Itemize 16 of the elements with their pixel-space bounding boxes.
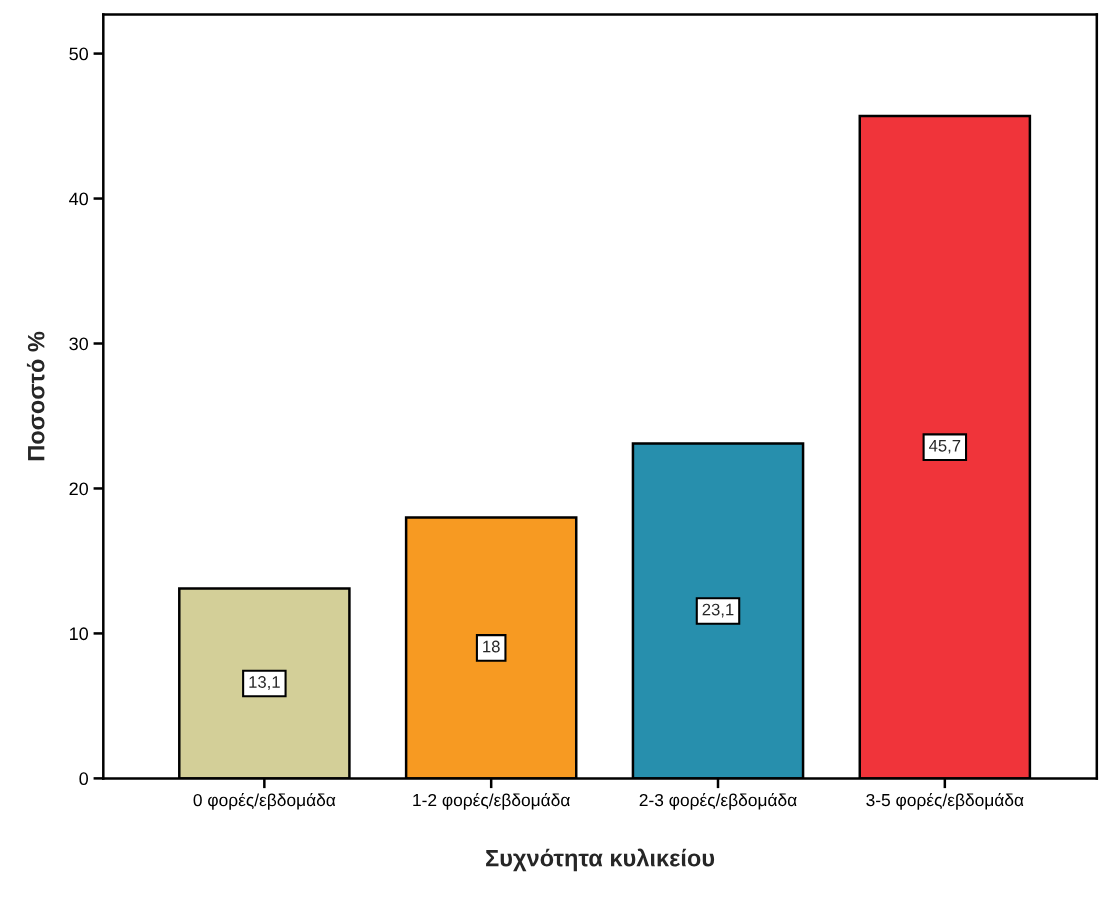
y-tick-label: 40 — [69, 192, 89, 206]
y-tick-label: 0 — [79, 772, 89, 786]
data-label: 23,1 — [702, 603, 734, 618]
x-tick-label: 3-5 φορές/εβδομάδα — [866, 792, 1024, 810]
data-label: 13,1 — [249, 676, 280, 690]
y-axis-title: Ποσοστό % — [26, 331, 45, 461]
data-label: 45,7 — [928, 440, 961, 454]
data-label: 18 — [483, 640, 500, 653]
x-tick-label: 2-3 φορές/εβδομάδα — [639, 792, 797, 810]
y-tick-label: 50 — [69, 47, 89, 61]
y-tick-label: 20 — [69, 482, 89, 496]
x-tick-label: 1-2 φορές/εβδομάδα — [413, 792, 570, 810]
y-tick-label: 30 — [69, 337, 89, 351]
x-axis-title: Συχνότητα κυλικείου — [486, 848, 715, 872]
x-tick-label: 0 φορές/εβδομάδα — [193, 792, 336, 810]
y-tick-label: 10 — [70, 627, 89, 641]
